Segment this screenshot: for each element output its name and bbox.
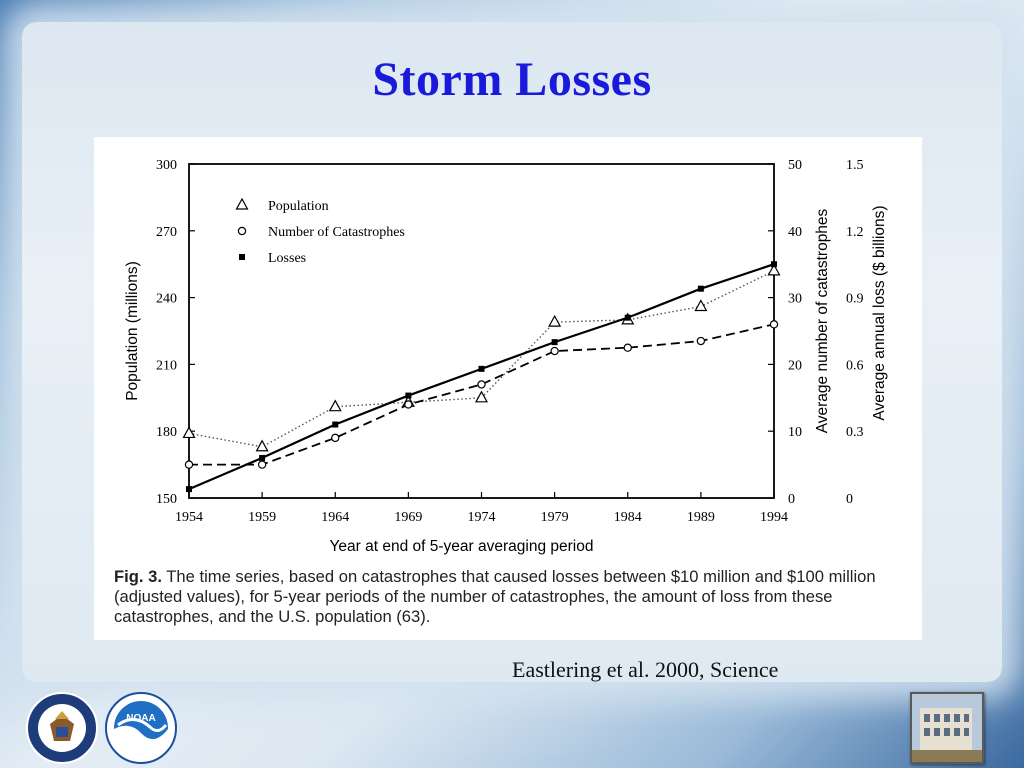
y-axis-right1-label: Average number of catastrophes (814, 208, 831, 433)
y-left-tick-label: 210 (156, 358, 177, 373)
y-right2-tick-label: 0.6 (846, 358, 864, 373)
data-point-series-2 (186, 486, 192, 493)
series-line-0 (188, 270, 775, 448)
y-left-tick-label: 270 (156, 225, 177, 240)
y-right2-tick-label: 0.9 (846, 292, 864, 307)
y-left-tick-label: 180 (156, 425, 177, 440)
citation: Eastlering et al. 2000, Science (512, 657, 779, 682)
data-point-series-0 (182, 426, 196, 439)
legend-label-0: Population (268, 199, 329, 214)
figure-label: Fig. 3. (114, 567, 162, 586)
data-point-series-2 (771, 261, 777, 268)
data-point-series-2 (551, 339, 558, 346)
data-point-series-2 (697, 285, 704, 292)
legend-marker-1 (237, 226, 247, 236)
data-point-series-0 (328, 399, 342, 412)
data-point-series-1 (331, 433, 340, 443)
building-thumbnail-icon (910, 692, 984, 764)
figure-image: 1954 1959 1964 1969 1974 1979 1984 1989 1994 150 1… (94, 137, 922, 640)
x-tick-label: 1989 (687, 510, 715, 525)
x-axis-label: Year at end of 5-year averaging period (330, 538, 594, 555)
figure-caption: Fig. 3. The time series, based on catast… (114, 567, 914, 627)
x-tick-label: 1964 (321, 510, 349, 525)
plot-frame (188, 163, 775, 499)
data-point-series-0 (694, 299, 708, 312)
data-point-series-1 (184, 460, 194, 469)
data-point-series-2 (332, 421, 339, 428)
data-point-series-0 (548, 314, 562, 327)
x-tick-label: 1974 (468, 510, 496, 525)
data-point-series-1 (623, 343, 632, 352)
x-tick-label: 1979 (541, 510, 569, 525)
data-point-series-1 (769, 320, 779, 329)
data-point-series-2 (478, 365, 485, 372)
data-point-series-2 (405, 392, 412, 399)
data-point-series-1 (257, 460, 267, 469)
y-right1-tick-label: 0 (788, 492, 795, 507)
data-point-series-0 (767, 263, 781, 276)
y-right2-tick-label: 0.3 (846, 425, 864, 440)
x-tick-label: 1969 (394, 510, 422, 525)
series-line-2 (188, 263, 775, 491)
data-point-series-1 (477, 380, 486, 389)
data-point-series-1 (550, 346, 559, 356)
y-left-tick-label: 300 (156, 158, 177, 173)
slide-title: Storm Losses (372, 53, 652, 106)
x-tick-label: 1984 (614, 510, 642, 525)
noaa-logo-text: NOAA (126, 713, 155, 724)
data-point-series-1 (404, 400, 413, 409)
caption-text: The time series, based on catastrophes t… (114, 567, 876, 626)
data-point-series-2 (259, 454, 266, 461)
y-right1-tick-label: 10 (788, 425, 802, 440)
legend-label-1: Number of Catastrophes (268, 225, 405, 240)
y-right1-tick-label: 50 (788, 158, 802, 173)
data-point-series-0 (474, 390, 489, 403)
y-right1-tick-label: 20 (788, 358, 802, 373)
y-axis-right2-label: Average annual loss ($ billions) (871, 205, 888, 420)
chart: 1954 1959 1964 1969 1974 1979 1984 1989 1994 150 1… (124, 158, 888, 555)
y-right2-tick-label: 0 (846, 492, 853, 507)
noaa-logo-icon: NOAA (105, 692, 177, 764)
data-point-series-2 (624, 314, 631, 321)
x-tick-label: 1954 (175, 510, 203, 525)
y-right1-tick-label: 30 (788, 292, 802, 307)
y-right2-tick-label: 1.2 (846, 225, 864, 240)
x-tick-label: 1959 (248, 510, 276, 525)
y-axis-left-label: Population (millions) (124, 261, 141, 401)
legend-marker-2 (239, 254, 245, 260)
y-right1-tick-label: 40 (788, 225, 802, 240)
y-right2-tick-label: 1.5 (846, 158, 864, 173)
y-left-tick-label: 240 (156, 292, 177, 307)
data-point-series-0 (255, 439, 269, 452)
y-left-tick-label: 150 (156, 492, 177, 507)
department-of-commerce-seal-icon (26, 692, 98, 764)
data-point-series-1 (696, 336, 706, 346)
x-tick-label: 1994 (760, 510, 788, 525)
legend-label-2: Losses (268, 251, 306, 266)
series-line-1 (189, 323, 775, 466)
legend-marker-0 (235, 197, 249, 210)
